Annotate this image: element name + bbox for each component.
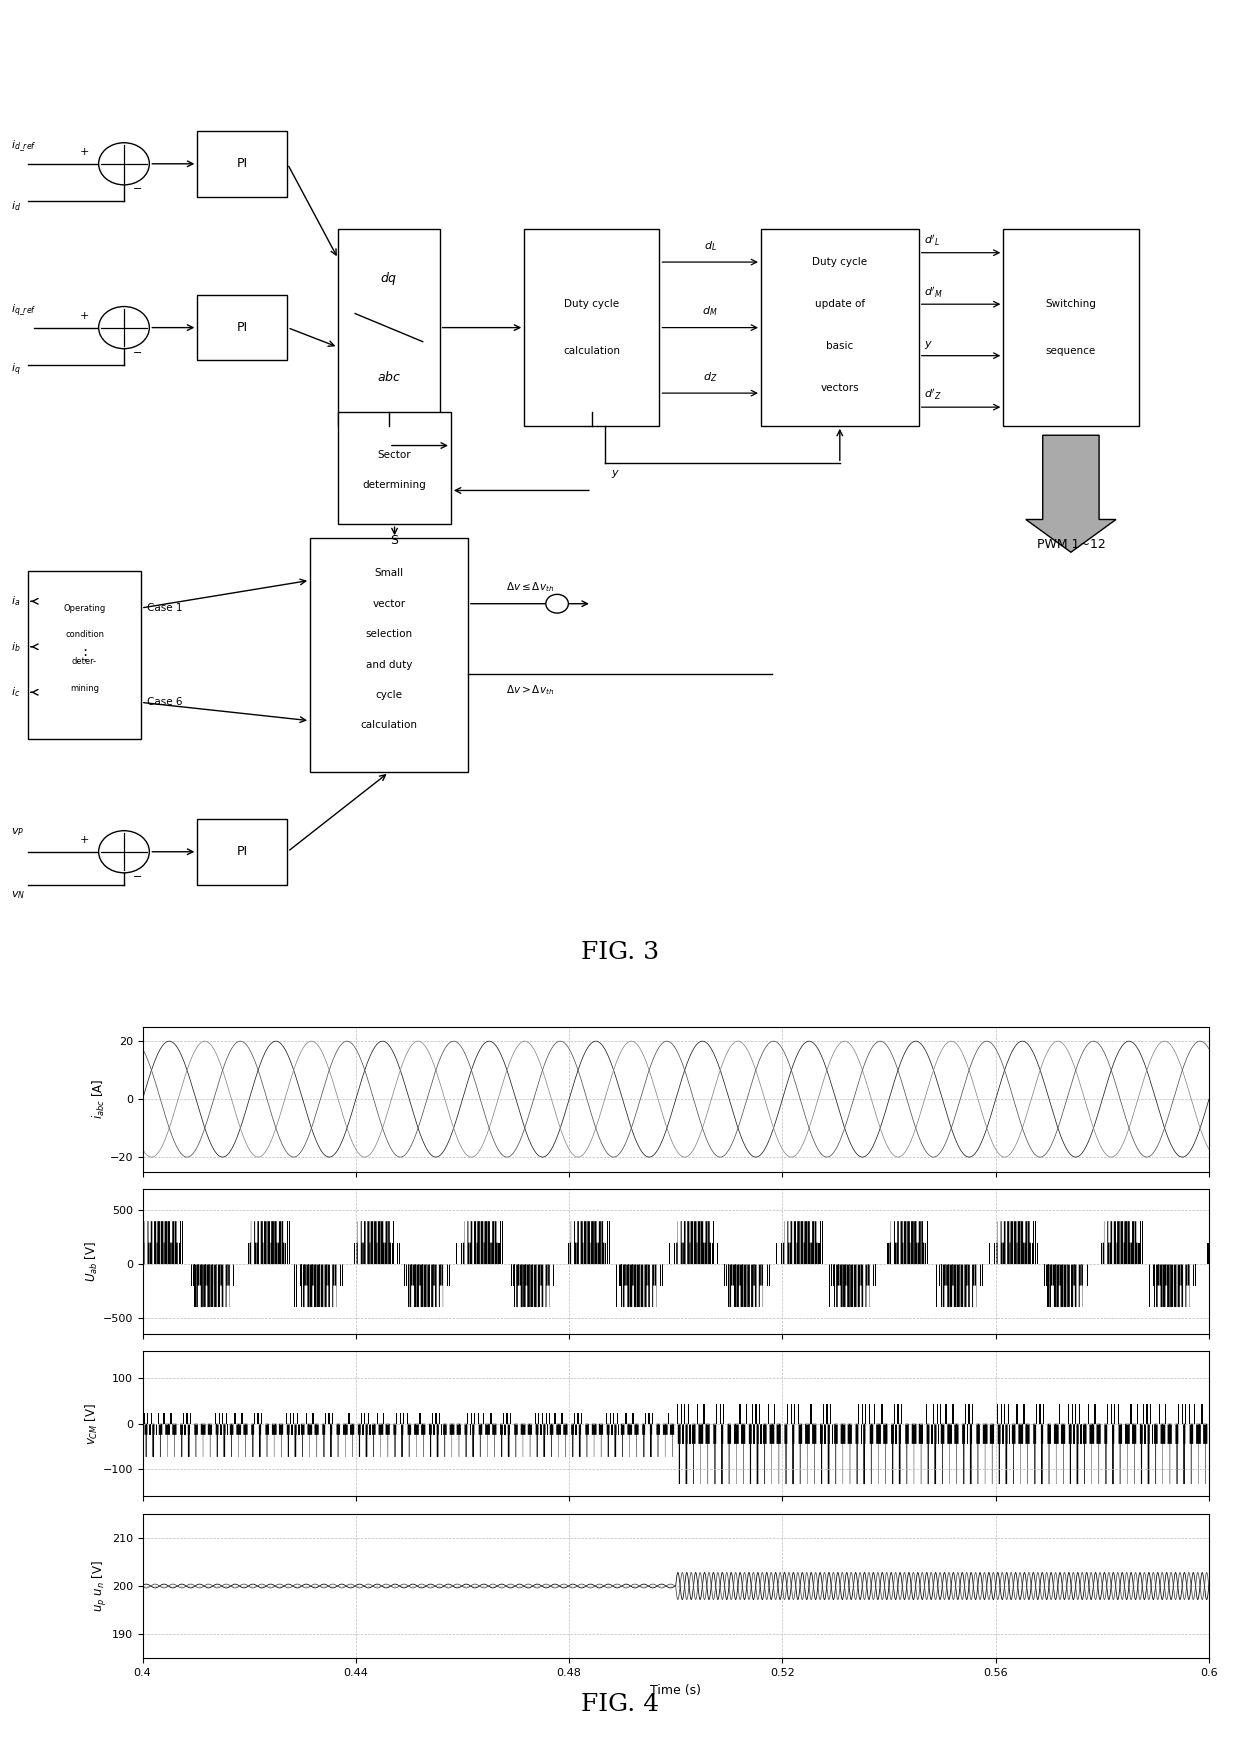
Y-axis label: $u_p\ u_n$ [V]: $u_p\ u_n$ [V] (91, 1560, 109, 1611)
Text: cycle: cycle (376, 690, 403, 700)
Text: update of: update of (815, 298, 864, 309)
Circle shape (99, 830, 149, 872)
Text: Duty cycle: Duty cycle (564, 298, 620, 309)
Text: S: S (391, 534, 398, 546)
Bar (339, 230, 440, 426)
Text: $d_Z$: $d_Z$ (703, 370, 718, 384)
Circle shape (99, 307, 149, 349)
Bar (197, 132, 288, 197)
Text: sequence: sequence (1045, 346, 1096, 356)
Text: $d'_M$: $d'_M$ (924, 284, 944, 300)
Text: $i_b$: $i_b$ (11, 641, 21, 653)
Text: $i_c$: $i_c$ (11, 686, 21, 698)
Text: PWM 1~12: PWM 1~12 (1037, 539, 1105, 551)
Bar (29, 570, 141, 739)
Bar (197, 820, 288, 885)
Text: $-$: $-$ (133, 346, 143, 356)
Text: $i_{d\_ref}$: $i_{d\_ref}$ (11, 139, 37, 154)
Text: $d'_Z$: $d'_Z$ (924, 388, 942, 402)
Text: vectors: vectors (821, 383, 859, 393)
Text: $y$: $y$ (611, 469, 620, 481)
Text: Operating: Operating (63, 604, 105, 612)
Text: vector: vector (372, 598, 405, 609)
Text: deter-: deter- (72, 658, 97, 667)
Bar (310, 539, 467, 772)
Text: selection: selection (366, 628, 413, 639)
Bar (1003, 230, 1138, 426)
Text: determining: determining (362, 479, 427, 490)
Circle shape (546, 595, 568, 612)
Text: $\Delta v > \Delta v_{th}$: $\Delta v > \Delta v_{th}$ (506, 683, 554, 697)
Text: $d_L$: $d_L$ (704, 239, 717, 253)
Text: $d_M$: $d_M$ (702, 304, 718, 318)
Bar (761, 230, 919, 426)
Bar (197, 295, 288, 360)
Text: Duty cycle: Duty cycle (812, 256, 868, 267)
Text: basic: basic (826, 340, 853, 351)
Text: FIG. 3: FIG. 3 (580, 941, 660, 963)
Text: $dq$: $dq$ (381, 270, 398, 288)
Text: Case 1: Case 1 (146, 604, 182, 612)
Text: $\Delta v \leq \Delta v_{th}$: $\Delta v \leq \Delta v_{th}$ (506, 581, 554, 595)
FancyArrow shape (1025, 435, 1116, 553)
Text: $-$: $-$ (133, 870, 143, 881)
Text: $d'_L$: $d'_L$ (924, 233, 941, 247)
Text: $v_N$: $v_N$ (11, 890, 26, 900)
Y-axis label: $U_{ab}$ [V]: $U_{ab}$ [V] (83, 1241, 99, 1281)
Text: Sector: Sector (378, 449, 412, 460)
Text: $-$: $-$ (133, 183, 143, 193)
Text: $i_a$: $i_a$ (11, 595, 21, 609)
Text: $v_P$: $v_P$ (11, 827, 25, 837)
Text: $abc$: $abc$ (377, 370, 401, 384)
Text: mining: mining (69, 684, 99, 693)
Text: and duty: and duty (366, 660, 412, 670)
Text: PI: PI (237, 846, 248, 858)
Text: calculation: calculation (361, 720, 418, 730)
Text: ⋮: ⋮ (77, 648, 92, 663)
Text: condition: condition (64, 630, 104, 639)
Text: $i_d$: $i_d$ (11, 198, 21, 212)
Text: +: + (79, 311, 89, 321)
Text: Small: Small (374, 569, 403, 579)
Bar (525, 230, 660, 426)
Text: PI: PI (237, 158, 248, 170)
Text: +: + (79, 147, 89, 158)
Text: Case 6: Case 6 (146, 697, 182, 707)
Text: $y$: $y$ (924, 339, 934, 351)
Text: FIG. 4: FIG. 4 (580, 1694, 660, 1716)
Text: calculation: calculation (563, 346, 620, 356)
Text: PI: PI (237, 321, 248, 333)
Y-axis label: $i_{abc}$ [A]: $i_{abc}$ [A] (91, 1079, 107, 1120)
Text: $i_{q\_ref}$: $i_{q\_ref}$ (11, 302, 37, 318)
Bar (339, 412, 451, 525)
Text: Switching: Switching (1045, 298, 1096, 309)
Circle shape (99, 142, 149, 184)
X-axis label: Time (s): Time (s) (650, 1683, 702, 1697)
Text: +: + (79, 835, 89, 846)
Y-axis label: $v_{CM}$ [V]: $v_{CM}$ [V] (83, 1402, 99, 1444)
Text: $i_q$: $i_q$ (11, 362, 21, 377)
